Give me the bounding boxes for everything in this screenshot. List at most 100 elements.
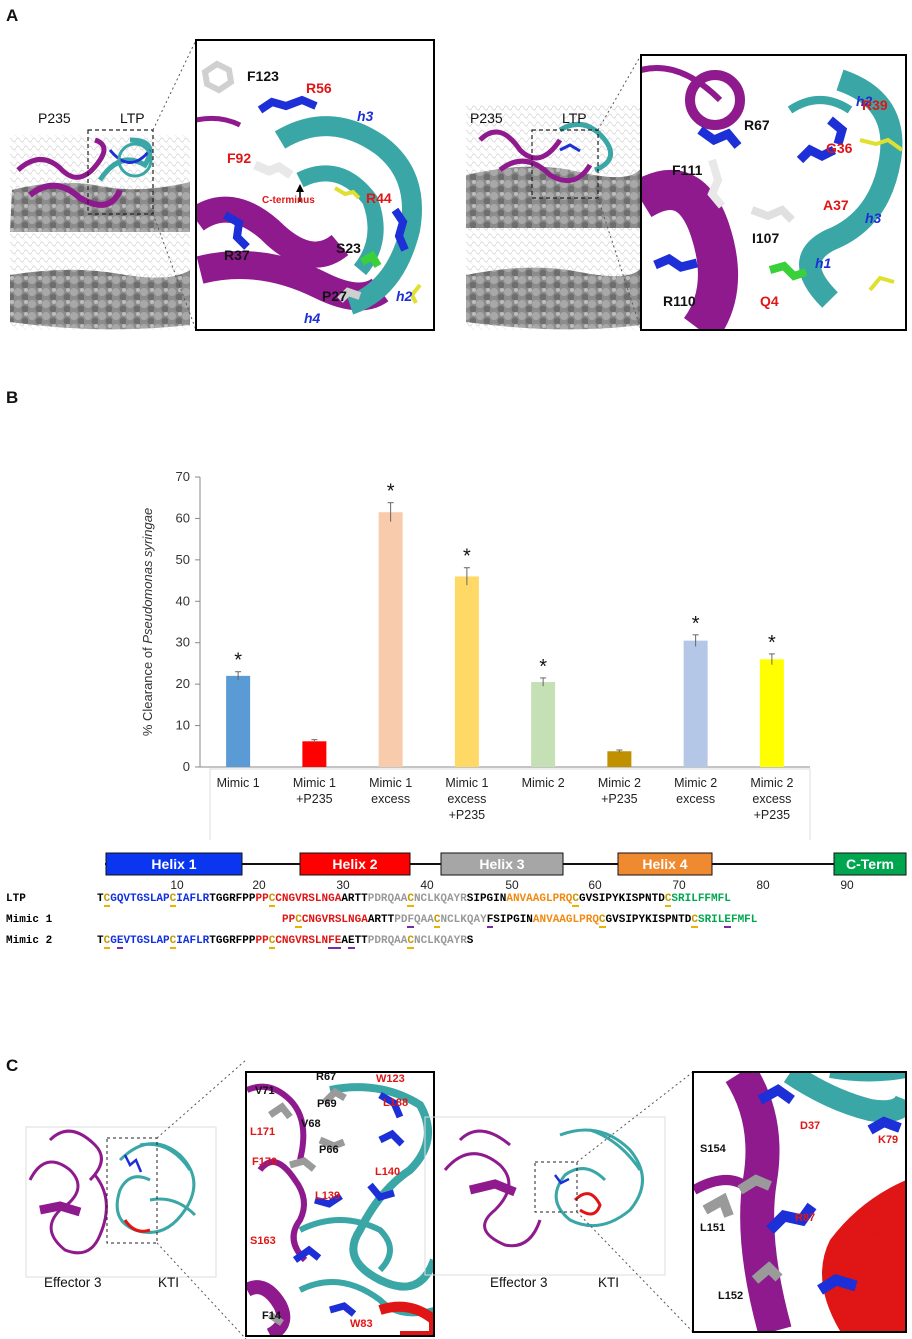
y-tick-label: 30 [176,635,190,650]
bar [454,576,479,767]
sequence-segment: SRIL [697,914,725,926]
residue-label: R67 [316,1071,337,1083]
residue-label: P66 [319,1144,339,1156]
x-tick-label: Mimic 1 [369,776,412,790]
x-tick-label: Mimic 2 [750,776,793,790]
bar [683,640,708,767]
sequence-segment: E [334,935,342,949]
x-tick-label: Mimic 2 [522,776,565,790]
sequence-segment: CNGVRSLNGA [301,914,368,926]
residue-number: 30 [336,878,350,892]
inset-c-right [692,1071,907,1333]
panel-b-letter: B [6,388,19,407]
residue-number: 20 [252,878,266,892]
residue-label: W123 [376,1073,405,1085]
residue-label: F14 [262,1310,281,1322]
sequence-segment: TGGRFPP [209,935,256,947]
sequence-segment: GVSIPYKISPNTD [605,914,692,926]
residue-label: D37 [800,1120,821,1132]
bar [607,751,632,767]
sequence-row: PPCCNGVRSLNGAARTTPDFQAACNCLKQAYFSIPGINAN… [282,914,758,928]
residue-label: S154 [700,1143,726,1155]
bar [759,659,784,767]
sequence-segment: PP [255,935,269,947]
residue-number: 90 [840,878,854,892]
helix-segment [105,852,243,876]
sequence-segment: GQVTGSLAP [110,893,170,905]
category-axis-box [209,768,811,840]
significance-marker: * [539,656,547,678]
residue-label: R37 [224,247,250,263]
y-tick-label: 0 [183,759,190,774]
sequence-segment: VTGSLAP [123,935,170,947]
x-tick-label: Mimic 1 [217,776,260,790]
p235-label-right: P235 [470,110,503,126]
sequence-segment: IAFLR [176,935,210,947]
sequence-segment: C [169,893,177,907]
residue-label: R56 [306,80,332,96]
residue-label: F123 [247,68,279,84]
sequence-segment: C [169,935,177,949]
c-terminus-label: C-terminus [262,195,315,206]
significance-marker: * [234,650,242,672]
x-tick-label: +P235 [296,792,333,806]
bar [226,675,251,767]
sequence-segment: T [97,935,104,947]
residue-number: 10 [170,878,184,892]
residue-label: F111 [672,162,703,178]
effector3-kti-overview-left [28,1129,197,1255]
sequence-segment: CNGVRSLNGA [275,893,342,905]
sequence-segment: ANVAAGLPRQ [506,893,573,905]
sequence-segment: SIPGIN [466,893,507,905]
residue-label: L139 [315,1190,341,1202]
residue-label: R110 [663,293,696,309]
sequence-segment: E [347,935,355,949]
sequence-segment: T [97,893,104,905]
sequence-segment: IAFLR [176,893,210,905]
residue-label: V68 [301,1118,321,1130]
zoom-box-right [531,129,599,199]
residue-label: P69 [317,1098,337,1110]
sequence-name: Mimic 1 [6,914,53,926]
inset-c-left [245,1071,435,1337]
sequence-segment: FMFL [730,914,758,926]
residue-number: 70 [672,878,686,892]
sequence-segment: GVSIPYKISPNTD [578,893,665,905]
residue-label: Q4 [760,293,779,309]
y-tick-label: 50 [176,552,190,567]
helix-segment-label: Helix 3 [479,856,524,872]
residue-label: L152 [718,1290,744,1302]
significance-marker: * [692,613,700,635]
residue-label: I107 [752,230,780,246]
x-tick-label: Mimic 1 [293,776,336,790]
sequence-segment: C [433,914,441,928]
sequence-segment: NCLKQAYR [413,893,467,905]
helix-label: h3 [357,108,374,124]
x-tick-label: Mimic 1 [445,776,488,790]
x-tick-label: excess [371,792,410,806]
sequence-segment: TT [354,935,368,947]
helix-label: h4 [304,310,321,326]
residue-label: R67 [744,117,770,133]
sequence-segment: TGGRFPP [209,893,256,905]
residue-label: R39 [862,97,888,113]
x-tick-label: +P235 [754,808,791,822]
sequence-segment: C [295,914,302,928]
effector3-label: Effector 3 [44,1275,102,1290]
panel-c-letter: C [6,1056,19,1075]
residue-label: L171 [250,1126,276,1138]
inset-left [195,39,435,331]
residue-label: R87 [795,1212,816,1224]
sequence-row: TCGQVTGSLAPCIAFLRTGGRFPPPPCCNGVRSLNGAART… [97,893,731,907]
sequence-segment: ANVAAGLPRQ [532,914,599,926]
sequence-segment: E [724,914,731,928]
residue-label: S163 [250,1235,276,1247]
residue-label: S23 [336,240,361,256]
sequence-segment: PD [394,914,408,926]
sequence-segment: SIPGIN [493,914,533,926]
sequence-segment: CNGVRSLN [275,935,329,947]
x-tick-label: +P235 [449,808,486,822]
residue-number: 50 [505,878,519,892]
sequence-segment: C [268,935,276,949]
sequence-segment: C [598,914,606,928]
